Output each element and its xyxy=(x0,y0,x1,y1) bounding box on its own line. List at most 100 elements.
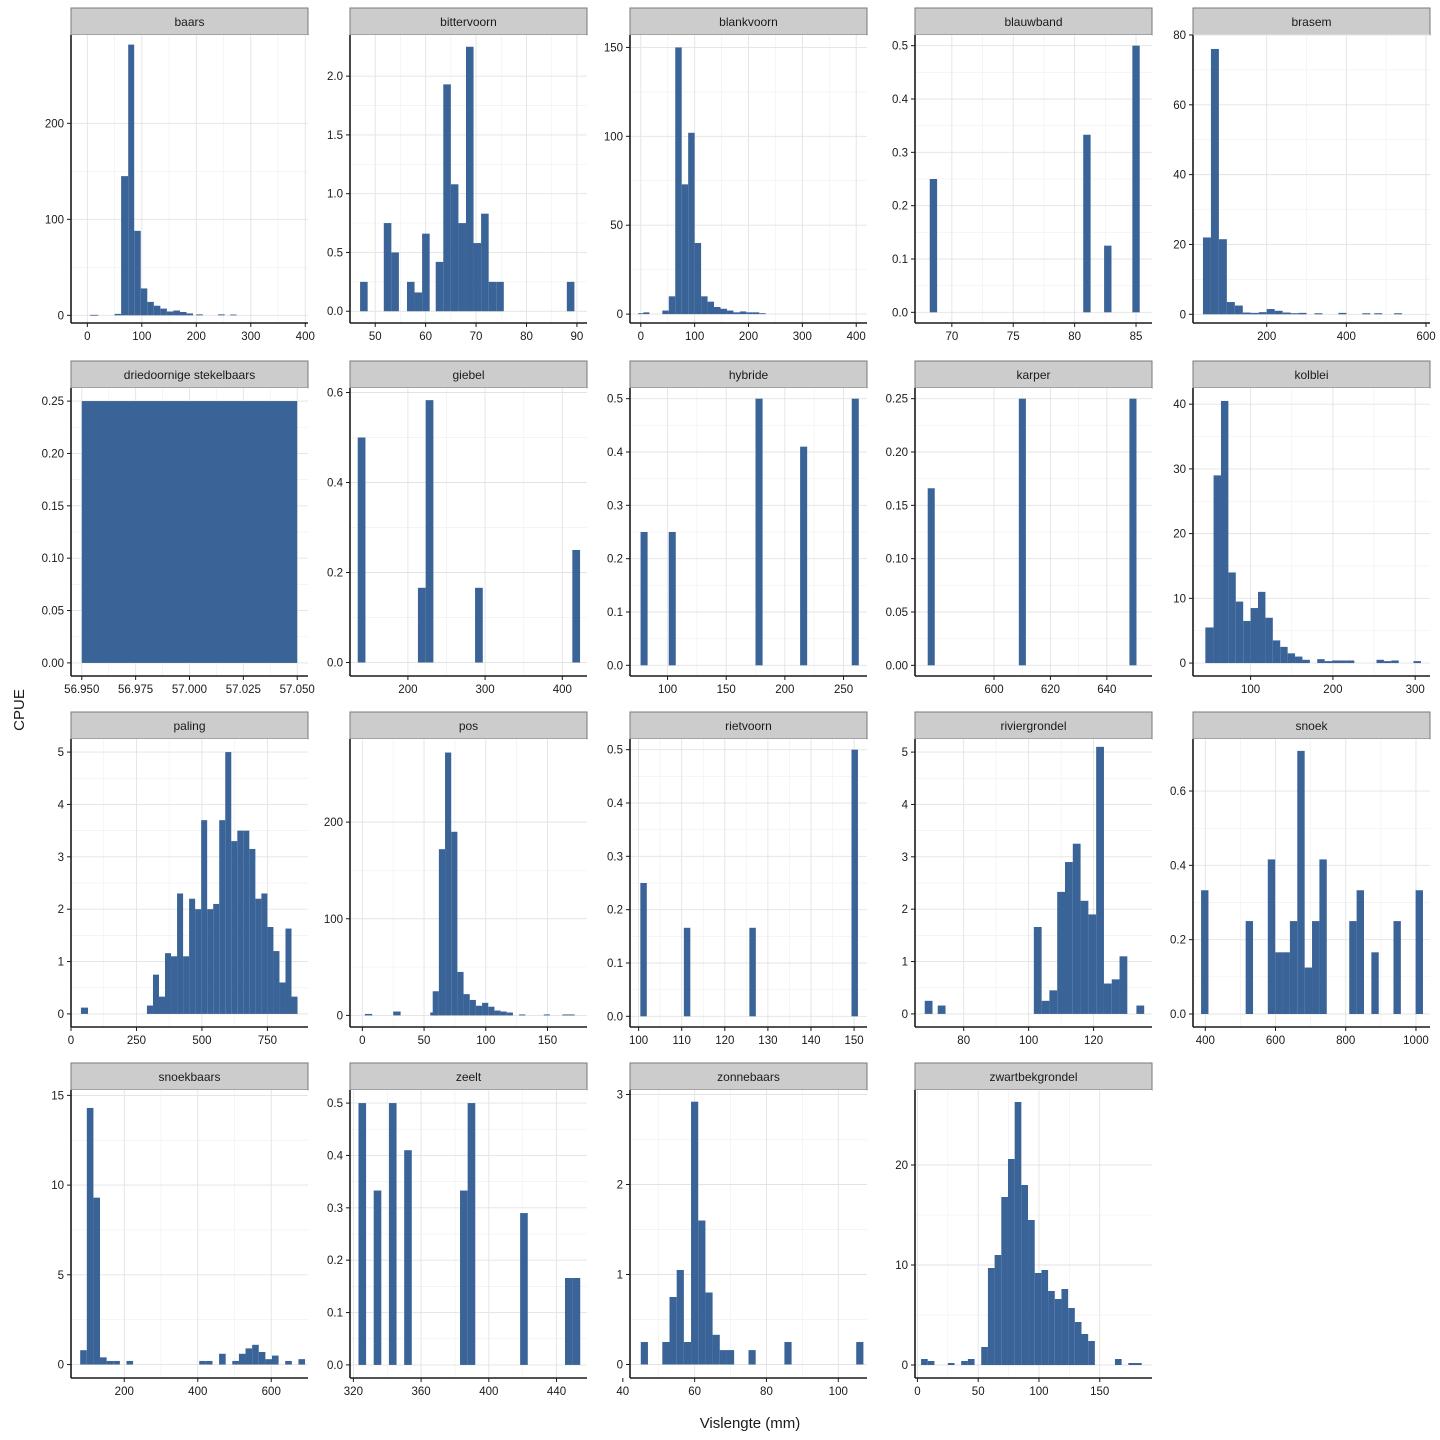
histogram-bar xyxy=(438,849,446,1016)
x-tick-label: 80 xyxy=(760,1386,773,1398)
y-tick-label: 0.5 xyxy=(892,41,908,53)
histogram-bar xyxy=(961,1361,968,1365)
histogram-bar xyxy=(1220,400,1229,664)
histogram-bar xyxy=(360,281,368,312)
y-tick-label: 0.6 xyxy=(327,388,343,400)
histogram-bar xyxy=(358,1103,367,1365)
histogram-bar xyxy=(291,996,298,1014)
histogram-bar xyxy=(432,991,439,1016)
histogram-bar xyxy=(1132,45,1140,313)
histogram-bar xyxy=(746,312,753,315)
facet-baars: baars 0 100 200 300 400 0 100 200 xyxy=(45,7,315,343)
x-tick-label: 640 xyxy=(1097,684,1116,696)
histogram-bar xyxy=(1104,245,1112,313)
histogram-bar xyxy=(924,1000,933,1014)
histogram-bar xyxy=(1057,891,1065,1014)
histogram-bar xyxy=(207,909,214,1014)
y-tick-label: 0 xyxy=(58,1009,64,1021)
facet-rietvoorn: rietvoorn 100 110 120 130 140 150 0.0 0.1 0.2 0.3 0… xyxy=(607,711,868,1047)
y-tick-label: 0.25 xyxy=(886,394,908,406)
histogram-bar xyxy=(179,311,187,316)
histogram-bar xyxy=(425,400,434,663)
histogram-bar xyxy=(572,1277,581,1365)
y-tick-label: 0.6 xyxy=(1170,786,1186,798)
x-tick-label: 56.975 xyxy=(118,684,153,696)
x-tick-label: 100 xyxy=(685,331,704,343)
histogram-bar xyxy=(1134,1363,1142,1365)
y-tick-label: 80 xyxy=(1173,30,1186,42)
histogram-bar xyxy=(568,1014,575,1016)
y-tick-label: 0.4 xyxy=(892,94,909,106)
x-tick-label: 200 xyxy=(775,684,794,696)
y-tick-label: 0 xyxy=(617,309,623,321)
x-tick-label: 100 xyxy=(658,684,677,696)
histogram-bar xyxy=(681,184,689,315)
y-tick-label: 0.10 xyxy=(42,553,64,565)
histogram-bar xyxy=(205,1360,213,1365)
facet-driedoornige-stekelbaars: driedoornige stekelbaars 56.950 56.975 57.0… xyxy=(42,360,315,696)
facet-strip-label: blankvoorn xyxy=(719,15,778,29)
histogram-bar xyxy=(186,313,194,316)
histogram-bar xyxy=(457,971,464,1016)
y-tick-label: 0.20 xyxy=(886,447,908,459)
histogram-bar xyxy=(383,223,392,312)
histogram-bar xyxy=(707,301,715,315)
histogram-bar xyxy=(1267,859,1276,1014)
histogram-bar xyxy=(285,928,292,1014)
y-tick-label: 0.10 xyxy=(886,554,908,566)
histogram-bar xyxy=(1028,1220,1035,1365)
histogram-bar xyxy=(1243,620,1251,664)
histogram-bar xyxy=(230,314,237,316)
y-tick-label: 0.0 xyxy=(607,1011,623,1023)
histogram-bar xyxy=(566,281,575,312)
y-tick-label: 0 xyxy=(1180,658,1186,670)
x-tick-label: 400 xyxy=(296,331,315,343)
histogram-bar xyxy=(267,926,274,1014)
histogram-bar xyxy=(662,1342,670,1365)
histogram-bar xyxy=(564,1277,573,1365)
histogram-bar xyxy=(987,1268,995,1365)
y-tick-label: 0 xyxy=(902,1360,908,1372)
histogram-bar xyxy=(1413,661,1421,664)
y-tick-label: 0.00 xyxy=(42,658,64,670)
histogram-bar xyxy=(1289,921,1298,1014)
histogram-bar xyxy=(1282,952,1290,1014)
y-tick-label: 0 xyxy=(337,1010,343,1022)
y-tick-label: 200 xyxy=(324,817,343,829)
histogram-bar xyxy=(475,1005,483,1016)
histogram-bar xyxy=(1356,890,1364,1014)
histogram-bar xyxy=(739,311,747,315)
y-tick-label: 0.4 xyxy=(607,447,624,459)
histogram-bar xyxy=(1054,1299,1062,1365)
histogram-bar xyxy=(1080,900,1089,1014)
histogram-bar xyxy=(1374,313,1383,315)
y-tick-label: 30 xyxy=(1173,464,1186,476)
histogram-bar xyxy=(1266,309,1275,315)
x-tick-label: 200 xyxy=(187,331,206,343)
histogram-bar xyxy=(496,281,504,312)
histogram-bar xyxy=(927,488,935,666)
y-tick-label: 0.3 xyxy=(607,851,623,863)
histogram-bar xyxy=(1245,921,1254,1014)
histogram-bar xyxy=(733,312,740,315)
x-tick-label: 300 xyxy=(1406,684,1425,696)
histogram-bar xyxy=(261,893,268,1014)
y-tick-label: 0.2 xyxy=(892,201,908,213)
histogram-bar xyxy=(520,1213,528,1365)
histogram-bar xyxy=(1061,1289,1069,1365)
histogram-bar xyxy=(252,1344,259,1365)
x-tick-label: 50 xyxy=(418,1035,431,1047)
x-tick-label: 250 xyxy=(127,1035,146,1047)
y-tick-label: 2 xyxy=(58,904,64,916)
histogram-bar xyxy=(173,310,180,316)
x-tick-label: 400 xyxy=(1196,1035,1215,1047)
facet-brasem: brasem 200 400 600 0 20 40 60 80 xyxy=(1173,7,1436,343)
histogram-bar xyxy=(714,307,721,315)
y-tick-label: 20 xyxy=(1173,239,1186,251)
facet-giebel: giebel 200 300 400 0.0 0.2 0.4 0.6 xyxy=(327,360,588,696)
x-tick-label: 400 xyxy=(188,1386,207,1398)
histogram-bar xyxy=(435,261,444,312)
y-tick-label: 2 xyxy=(902,904,908,916)
histogram-bar xyxy=(463,994,470,1016)
histogram-bar xyxy=(460,1190,468,1365)
